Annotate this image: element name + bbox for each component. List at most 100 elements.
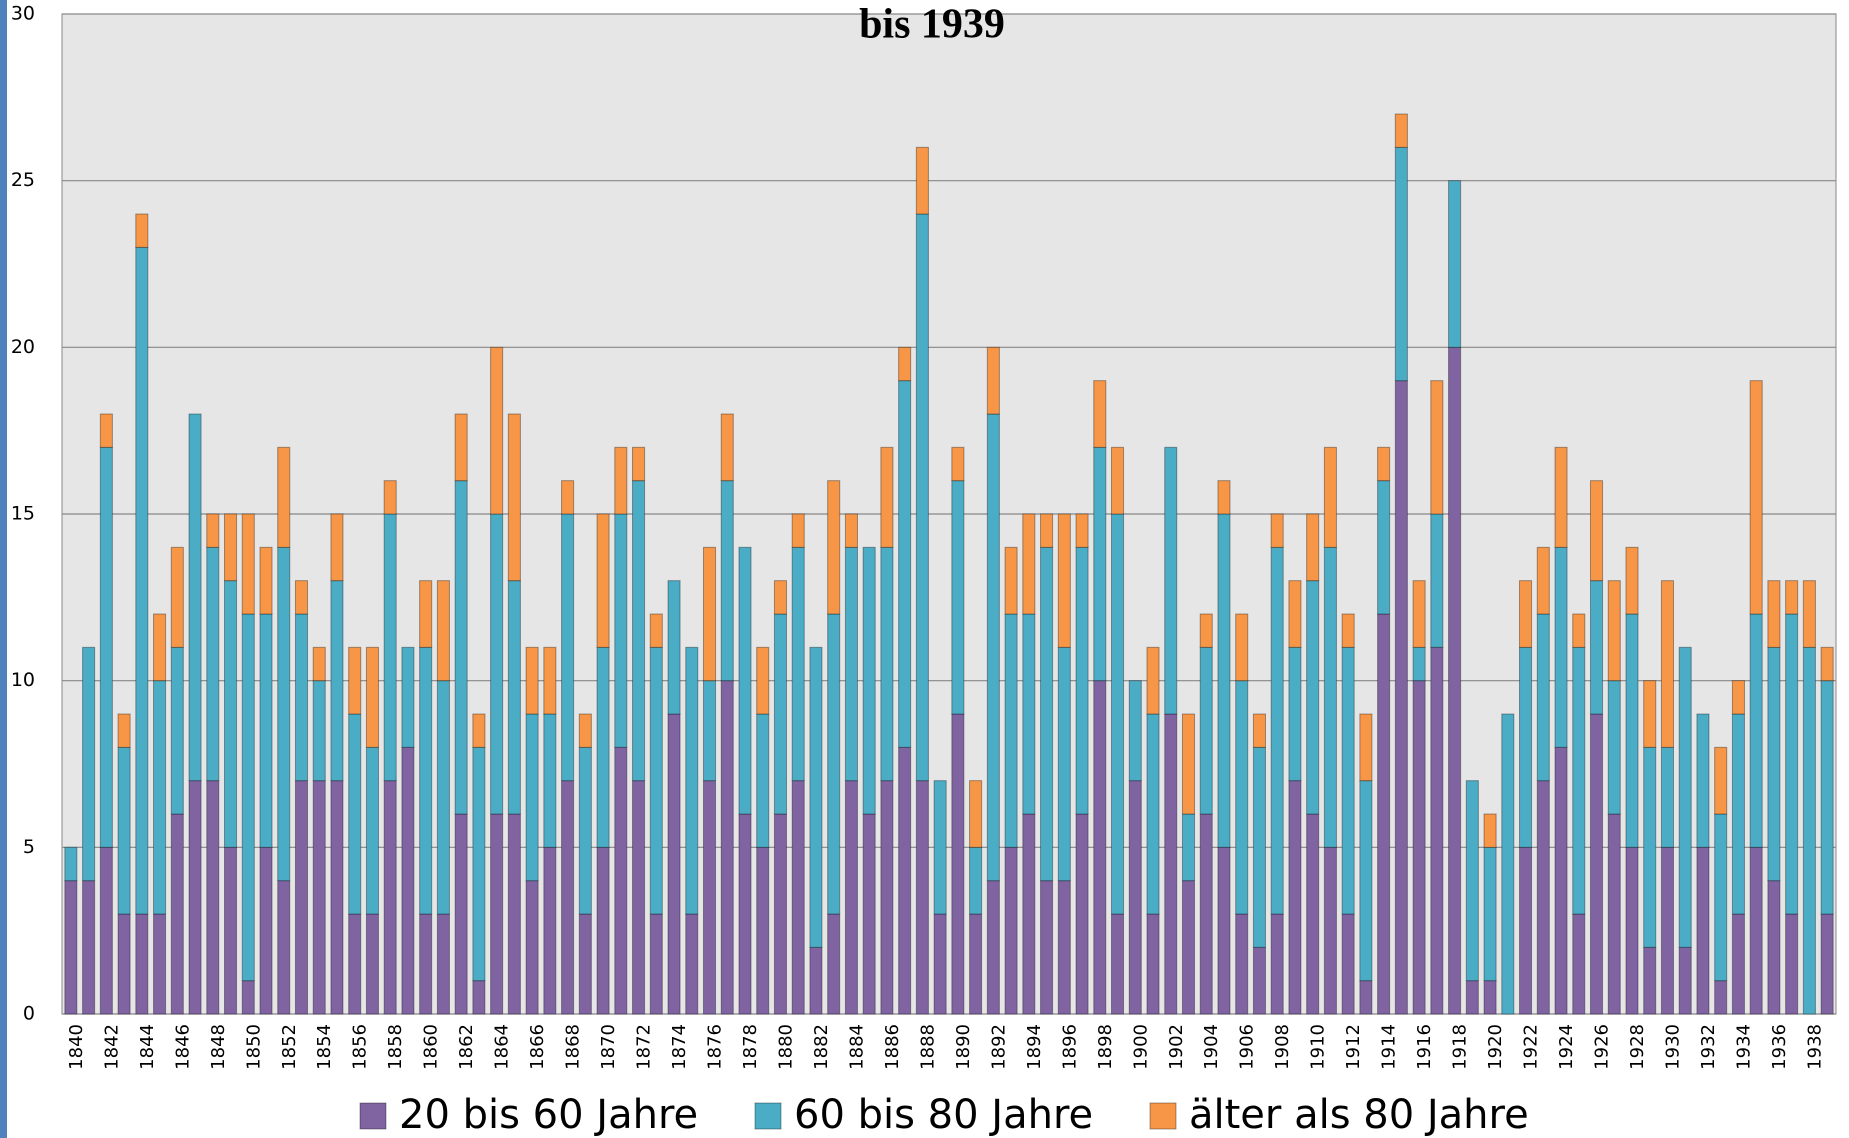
bar-segment [419, 913, 433, 1015]
bar-segment [1678, 946, 1692, 1015]
bar-segment [1643, 680, 1657, 748]
x-tick-label: 1892 [988, 1024, 1009, 1070]
x-tick-label: 1848 [208, 1024, 229, 1070]
bar-segment [685, 646, 699, 915]
bar-segment [862, 546, 876, 815]
bar-segment [1359, 980, 1373, 1015]
bar-segment [1093, 680, 1107, 1015]
bar-segment [365, 913, 379, 1015]
x-tick-label: 1922 [1521, 1024, 1542, 1070]
bar-segment [1696, 846, 1710, 1015]
bar-segment [206, 546, 220, 782]
bar-segment [259, 613, 273, 848]
bar-segment [1075, 813, 1089, 1015]
bar-segment [844, 546, 858, 782]
x-tick-label: 1880 [775, 1024, 796, 1070]
bar-segment [880, 780, 894, 1015]
bar-segment [969, 780, 983, 848]
bar-segment [153, 680, 167, 915]
bar-segment [827, 613, 841, 915]
y-tick-label: 10 [11, 669, 35, 691]
bar-segment [1040, 513, 1054, 548]
bar-segment [1536, 613, 1550, 782]
bar-segment [1554, 746, 1568, 1015]
x-tick-label: 1870 [598, 1024, 619, 1070]
bar-segment [827, 913, 841, 1015]
x-tick-label: 1928 [1627, 1024, 1648, 1070]
bar-segment [1430, 646, 1444, 1015]
bar-segment [915, 213, 929, 782]
bar-segment [1022, 613, 1036, 815]
bar-segment [1199, 813, 1213, 1015]
bar-segment [223, 580, 238, 848]
x-tick-label: 1862 [456, 1024, 477, 1070]
bar-segment [1394, 113, 1408, 148]
bar-segment [614, 513, 628, 748]
bar-segment [1430, 513, 1444, 648]
x-tick-label: 1864 [492, 1024, 513, 1070]
bar-segment [259, 846, 273, 1015]
bar-segment [1004, 546, 1018, 615]
bar-segment [543, 646, 557, 715]
bar-segment [596, 846, 610, 1015]
x-tick-label: 1852 [279, 1024, 300, 1070]
bar-segment [64, 880, 78, 1015]
bar-segment [578, 746, 592, 915]
bar-segment [1341, 613, 1355, 648]
bar-segment [64, 846, 78, 882]
bar-segment [1217, 480, 1231, 515]
bar-segment [135, 246, 149, 915]
legend-label: älter als 80 Jahre [1189, 1092, 1529, 1138]
bar-segment [1430, 380, 1444, 515]
bar-segment [649, 646, 663, 915]
y-tick-label: 25 [11, 169, 35, 191]
bar-segment [1731, 713, 1745, 915]
bar-segment [1217, 846, 1231, 1015]
bar-segment [915, 146, 929, 215]
x-tick-label: 1904 [1201, 1024, 1222, 1070]
x-tick-label: 1908 [1272, 1024, 1293, 1070]
bar-segment [490, 513, 504, 815]
left-strip [0, 0, 7, 1138]
bar-segment [561, 480, 575, 515]
bar-segment [578, 713, 592, 748]
x-tick-label: 1898 [1095, 1024, 1116, 1070]
bar-segment [1820, 680, 1834, 915]
bar-segment [1377, 480, 1391, 615]
y-tick-label: 30 [11, 3, 35, 25]
bar-segment [1448, 346, 1462, 1015]
bar-segment [880, 546, 894, 782]
bar-segment [632, 446, 646, 482]
bar-segment [1110, 446, 1125, 515]
x-tick-label: 1858 [385, 1024, 406, 1070]
bar-segment [1714, 980, 1728, 1015]
bar-segment [1412, 680, 1426, 1015]
bar-segment [1536, 546, 1550, 615]
bar-segment [383, 513, 397, 782]
bar-segment [277, 446, 291, 548]
bar-segment [702, 780, 717, 1015]
bar-segment [827, 480, 841, 615]
bar-segment [702, 546, 717, 682]
bar-segment [206, 513, 220, 548]
bar-segment [365, 746, 379, 915]
bar-segment [1235, 680, 1249, 915]
x-tick-label: 1860 [421, 1024, 442, 1070]
x-tick-label: 1878 [740, 1024, 761, 1070]
bar-segment [1181, 813, 1196, 882]
bar-segment [170, 646, 184, 815]
x-tick-label: 1924 [1556, 1024, 1577, 1070]
legend-label: 60 bis 80 Jahre [794, 1092, 1093, 1138]
x-tick-label: 1876 [705, 1024, 726, 1070]
bar-segment [1483, 980, 1497, 1015]
legend-swatch [359, 1102, 387, 1130]
bar-segment [1554, 446, 1568, 548]
bar-segment [632, 780, 646, 1015]
bar-segment [348, 913, 362, 1015]
bar-segment [99, 446, 113, 848]
bar-segment [241, 980, 255, 1015]
x-tick-label: 1846 [172, 1024, 193, 1070]
bar-segment [756, 646, 770, 715]
x-tick-label: 1934 [1733, 1024, 1754, 1070]
